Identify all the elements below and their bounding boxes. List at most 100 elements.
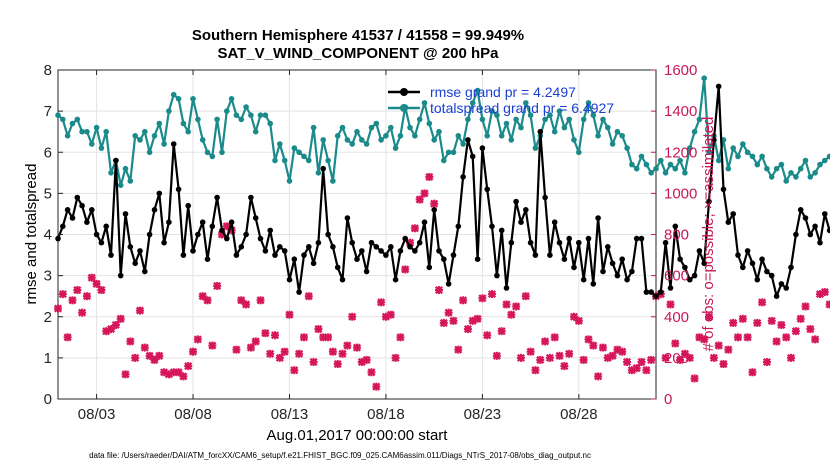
totalspread-point (677, 157, 683, 164)
totalspread-point (137, 137, 143, 143)
rmse-point (624, 276, 630, 283)
totalspread-point (638, 153, 645, 160)
obs-assimilated-point (155, 351, 164, 360)
totalspread-point (228, 96, 235, 102)
rmse-point (117, 272, 124, 279)
rmse-point (402, 235, 409, 242)
rmse-point (185, 202, 191, 209)
rmse-point (383, 252, 389, 258)
totalspread-point (214, 116, 220, 123)
obs-assimilated-point (729, 318, 738, 327)
obs-assimilated-point (184, 362, 193, 371)
rmse-point (310, 260, 317, 267)
obs-assimilated-point (666, 300, 675, 309)
obs-assimilated-point (73, 285, 82, 295)
rmse-point (691, 272, 698, 279)
rmse-point (474, 256, 481, 263)
obs-assimilated-point (87, 273, 96, 282)
obs-assimilated-point (758, 298, 767, 307)
rmse-point (296, 289, 302, 295)
obs-assimilated-point (193, 335, 202, 344)
rmse-point (320, 165, 327, 172)
rmse-point (325, 231, 331, 238)
obs-assimilated-point (632, 364, 641, 373)
obs-assimilated-point (806, 325, 815, 334)
rmse-point (272, 252, 278, 258)
obs-assimilated-point (598, 343, 608, 352)
totalspread-point (69, 120, 76, 127)
rmse-point (725, 219, 732, 225)
totalspread-point (643, 161, 650, 168)
y-axis-label-left: rmse and totalspread (23, 164, 40, 305)
totalspread-point (682, 170, 688, 176)
obs-assimilated-point (251, 337, 260, 346)
chart-title: Southern Hemisphere 41537 / 41558 = 99.9… (192, 27, 524, 44)
obs-assimilated-point (391, 353, 400, 362)
totalspread-point (812, 170, 818, 176)
obs-assimilated-point (295, 349, 304, 358)
obs-assimilated-point (676, 355, 685, 364)
totalspread-point (315, 170, 322, 176)
rmse-point (122, 211, 129, 217)
obs-assimilated-point (541, 337, 550, 346)
x-tick-label: 08/03 (78, 406, 116, 423)
totalspread-point (826, 153, 830, 160)
rmse-point (595, 215, 601, 221)
obs-assimilated-point (367, 368, 376, 377)
legend-rmse-marker (400, 88, 408, 96)
y-tick-label-left: 1 (44, 350, 52, 367)
totalspread-point (161, 141, 167, 147)
rmse-point (672, 223, 679, 230)
totalspread-point (749, 153, 756, 160)
obs-assimilated-point (328, 347, 337, 356)
rmse-point (64, 207, 71, 213)
rmse-point (378, 248, 384, 254)
rmse-point (600, 268, 606, 275)
obs-assimilated-point (454, 345, 463, 354)
totalspread-point (474, 87, 481, 94)
totalspread-point (262, 112, 269, 118)
x-tick-label: 08/08 (174, 406, 212, 423)
totalspread-point (498, 133, 505, 139)
totalspread-series (55, 75, 830, 188)
obs-assimilated-point (126, 337, 135, 346)
legend-rmse-label: rmse grand pr = 4.2497 (430, 84, 576, 100)
axis-ticks: 0 1 2 3 4 5 6 7 8 0 200 400 600 800 1000 1200 1400 1600 08… (44, 62, 698, 423)
obs-assimilated-point (208, 341, 217, 350)
rmse-point (55, 235, 61, 242)
rmse-point (243, 231, 249, 238)
obs-assimilated-point (256, 296, 265, 305)
y-tick-label-left: 8 (44, 62, 52, 79)
obs-assimilated-point (78, 308, 87, 317)
obs-assimilated-point (425, 172, 434, 181)
rmse-point (219, 227, 225, 234)
rmse-point (354, 256, 360, 263)
rmse-point (416, 239, 423, 246)
obs-assimilated-point (565, 349, 574, 358)
obs-assimilated-point (700, 335, 709, 344)
rmse-point (98, 239, 105, 246)
rmse-point (532, 252, 539, 258)
obs-assimilated-point (642, 366, 651, 375)
totalspread-point (142, 128, 148, 135)
rmse-point (711, 137, 717, 143)
rmse-point (648, 289, 654, 295)
obs-assimilated-point (290, 366, 299, 375)
rmse-point (233, 252, 240, 258)
obs-assimilated-point (637, 357, 646, 367)
totalspread-point (252, 128, 259, 135)
totalspread-point (117, 182, 124, 188)
rmse-point (754, 276, 761, 283)
x-tick-label: 08/23 (464, 406, 502, 423)
obs-assimilated-point (623, 357, 632, 367)
rmse-point (571, 264, 577, 271)
y-tick-label-left: 4 (44, 227, 52, 244)
rmse-point (662, 239, 669, 246)
totalspread-point (460, 141, 466, 147)
y-tick-label-right: 1000 (664, 185, 697, 202)
totalspread-point (465, 116, 471, 123)
rmse-point (89, 207, 95, 213)
totalspread-point (320, 137, 327, 143)
obs-assimilated-point (704, 312, 714, 321)
totalspread-point (667, 161, 674, 168)
